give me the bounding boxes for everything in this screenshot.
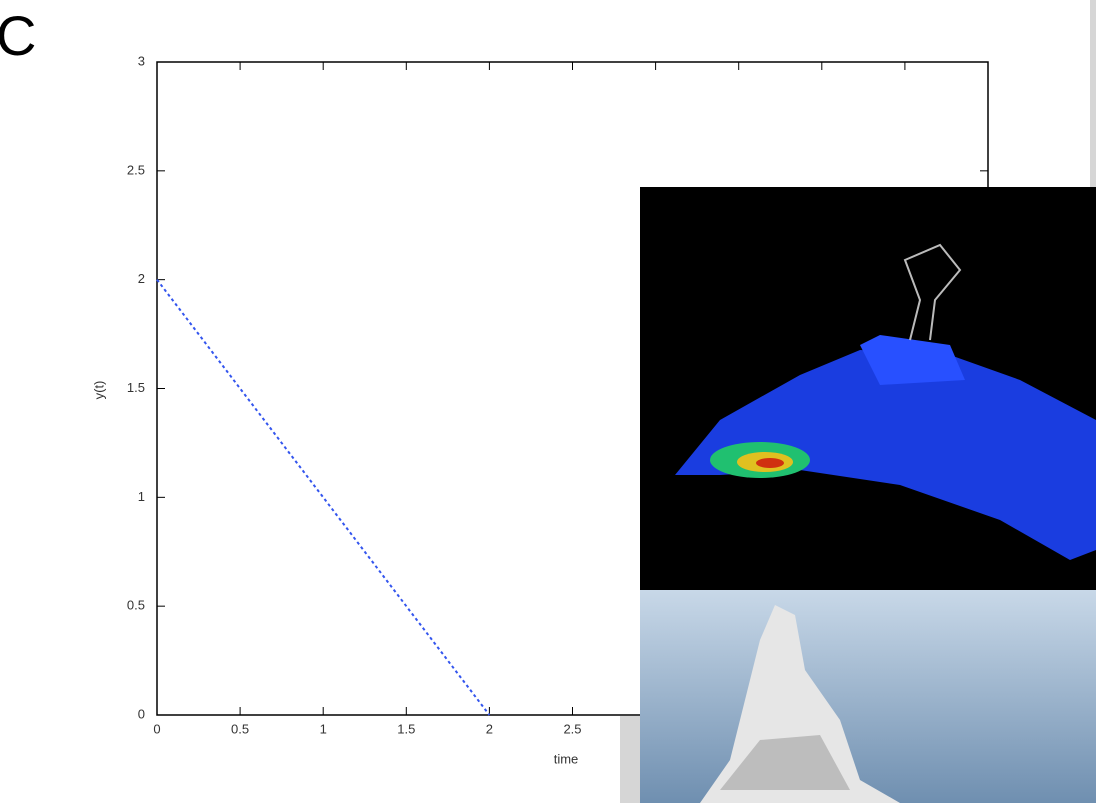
x-axis-label: time xyxy=(554,751,579,766)
x-tick-label: 0.5 xyxy=(231,721,249,736)
y-tick-label: 2 xyxy=(138,271,145,286)
x-tick-label: 1.5 xyxy=(397,721,415,736)
y-tick-label: 1.5 xyxy=(127,380,145,395)
y-axis-label: y(t) xyxy=(91,381,106,400)
x-tick-label: 2 xyxy=(486,721,493,736)
x-tick-label: 2.5 xyxy=(563,721,581,736)
explosion-photo xyxy=(640,590,1096,803)
y-tick-label: 3 xyxy=(138,53,145,68)
data-line xyxy=(156,279,491,716)
x-tick-label: 1 xyxy=(320,721,327,736)
panel-label: C xyxy=(0,4,36,67)
y-tick-label: 1 xyxy=(138,489,145,504)
y-tick-label: 2.5 xyxy=(127,162,145,177)
x-tick-label: 0 xyxy=(153,721,160,736)
y-tick-label: 0 xyxy=(138,706,145,721)
y-tick-label: 0.5 xyxy=(127,598,145,613)
ship-simulation-photo xyxy=(640,187,1096,590)
